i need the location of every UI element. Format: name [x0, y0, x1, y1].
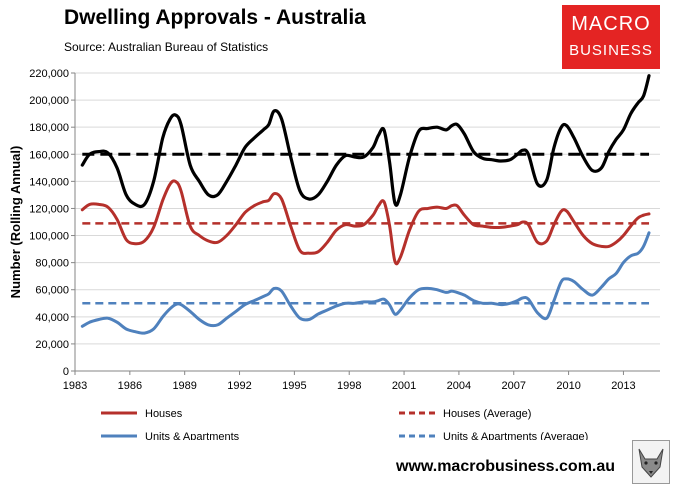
website-url: www.macrobusiness.com.au — [396, 458, 616, 475]
legend-item: Units & Apartments — [101, 431, 240, 440]
legend-item: Units & Apartments (Average) — [399, 431, 588, 440]
y-tick-label: 60,000 — [35, 285, 69, 297]
y-axis-ticks: 0 20,000 40,000 60,000 80,000 100,000 120,000 1… — [29, 68, 75, 378]
x-tick-label: 1989 — [172, 380, 196, 392]
x-tick-label: 1992 — [227, 380, 251, 392]
chart-gridlines — [75, 72, 660, 345]
y-tick-label: 160,000 — [29, 149, 69, 161]
y-axis-label: Number (Rolling Annual) — [8, 146, 23, 299]
x-tick-label: 2001 — [392, 380, 416, 392]
y-tick-label: 0 — [63, 366, 69, 378]
legend-label: Units & Apartments — [145, 431, 240, 440]
y-tick-label: 140,000 — [29, 176, 69, 188]
line-chart: 0 20,000 40,000 60,000 80,000 100,000 120,000 1… — [8, 68, 660, 440]
y-tick-label: 120,000 — [29, 203, 69, 215]
brand-logo-line2: BUSINESS — [569, 42, 653, 59]
y-tick-label: 20,000 — [35, 339, 69, 351]
average-lines — [82, 152, 650, 305]
legend-label: Houses — [145, 408, 183, 420]
y-tick-label: 80,000 — [35, 258, 69, 270]
chart-source: Source: Australian Bureau of Statistics — [64, 40, 269, 54]
legend-item: Houses (Average) — [399, 408, 531, 420]
x-axis-ticks: 1983 1986 1989 1992 1995 1998 2001 2004 2007 2010… — [63, 371, 636, 392]
legend-item: Houses — [101, 408, 183, 420]
x-tick-label: 2010 — [556, 380, 580, 392]
chart-legend: Houses Houses (Average) Units & Apartments… — [101, 408, 588, 440]
y-tick-label: 180,000 — [29, 122, 69, 134]
series-line-houses — [80, 179, 651, 266]
x-tick-label: 2007 — [502, 380, 526, 392]
x-tick-label: 2004 — [447, 380, 471, 392]
fox-logo-icon — [632, 440, 670, 484]
y-tick-label: 220,000 — [29, 68, 69, 80]
brand-logo: MACRO BUSINESS — [562, 5, 660, 69]
series-lines — [80, 74, 651, 335]
x-tick-label: 1998 — [337, 380, 361, 392]
x-tick-label: 1995 — [282, 380, 306, 392]
y-tick-label: 100,000 — [29, 231, 69, 243]
series-line-units-apartments — [80, 231, 651, 335]
y-tick-label: 40,000 — [35, 312, 69, 324]
y-tick-label: 200,000 — [29, 95, 69, 107]
x-tick-label: 2013 — [611, 380, 635, 392]
x-tick-label: 1983 — [63, 380, 87, 392]
series-line-total — [80, 74, 651, 209]
legend-label: Houses (Average) — [443, 408, 531, 420]
legend-label: Units & Apartments (Average) — [443, 431, 588, 440]
x-tick-label: 1986 — [118, 380, 142, 392]
chart-title: Dwelling Approvals - Australia — [64, 6, 366, 29]
brand-logo-line1: MACRO — [571, 13, 651, 35]
